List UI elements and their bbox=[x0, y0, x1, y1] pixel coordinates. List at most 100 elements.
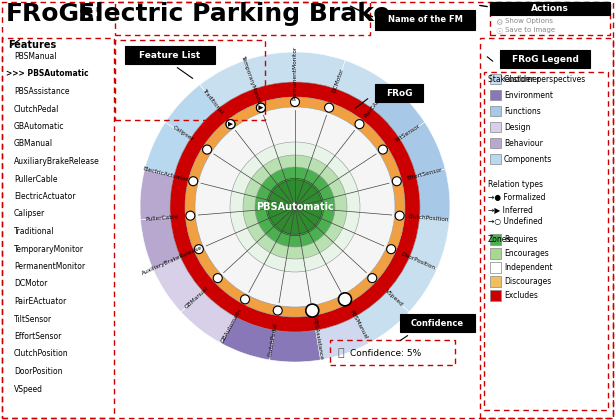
Circle shape bbox=[355, 120, 364, 129]
Wedge shape bbox=[243, 155, 347, 259]
Circle shape bbox=[256, 103, 266, 112]
Circle shape bbox=[267, 179, 323, 235]
Text: ElectricActuator: ElectricActuator bbox=[14, 192, 76, 201]
Text: GBManual: GBManual bbox=[184, 286, 209, 310]
Wedge shape bbox=[230, 142, 360, 272]
FancyBboxPatch shape bbox=[125, 46, 215, 64]
Circle shape bbox=[308, 306, 317, 315]
Circle shape bbox=[189, 177, 197, 186]
FancyBboxPatch shape bbox=[400, 314, 475, 332]
Text: AuxiliaryBrakeRelease: AuxiliaryBrakeRelease bbox=[14, 157, 100, 166]
Text: ClutchPosition: ClutchPosition bbox=[14, 349, 69, 359]
Wedge shape bbox=[295, 207, 409, 343]
Bar bbox=[2, 38, 114, 418]
Text: PBSAssistance: PBSAssistance bbox=[14, 87, 69, 96]
Text: EffortSensor: EffortSensor bbox=[407, 167, 443, 181]
Text: EffortSensor: EffortSensor bbox=[14, 332, 62, 341]
Wedge shape bbox=[295, 169, 450, 220]
Wedge shape bbox=[145, 122, 295, 207]
FancyBboxPatch shape bbox=[490, 154, 501, 164]
Text: Features: Features bbox=[8, 40, 56, 50]
Text: Discourages: Discourages bbox=[504, 277, 551, 286]
Circle shape bbox=[378, 145, 387, 154]
Bar bbox=[115, 40, 265, 120]
Text: TiltSensor: TiltSensor bbox=[14, 315, 52, 323]
Wedge shape bbox=[295, 207, 450, 269]
Text: PBSManual: PBSManual bbox=[14, 52, 57, 61]
Text: Confidence: Confidence bbox=[411, 318, 464, 328]
Wedge shape bbox=[221, 207, 295, 360]
Circle shape bbox=[338, 293, 352, 306]
Text: DoorPosition: DoorPosition bbox=[14, 367, 63, 376]
FancyBboxPatch shape bbox=[490, 122, 501, 132]
Text: AuxiliaryBrakeRelease: AuxiliaryBrakeRelease bbox=[141, 245, 204, 276]
Text: Encourages: Encourages bbox=[504, 249, 549, 258]
Text: PBSManual: PBSManual bbox=[349, 309, 369, 340]
Text: Feature List: Feature List bbox=[140, 50, 200, 60]
Text: Stakeholder perspectives: Stakeholder perspectives bbox=[488, 75, 585, 84]
Text: GBManual: GBManual bbox=[14, 139, 53, 149]
Text: Traditional: Traditional bbox=[201, 88, 224, 115]
Circle shape bbox=[387, 245, 395, 254]
Circle shape bbox=[194, 245, 204, 254]
Wedge shape bbox=[200, 60, 295, 207]
Circle shape bbox=[226, 120, 235, 129]
FancyBboxPatch shape bbox=[490, 138, 501, 148]
Text: FRoG Legend: FRoG Legend bbox=[512, 55, 579, 63]
Text: TemporaryMonitor: TemporaryMonitor bbox=[240, 54, 263, 106]
Text: ClutchPedal: ClutchPedal bbox=[268, 322, 278, 357]
Circle shape bbox=[213, 273, 222, 283]
Text: VSpeed: VSpeed bbox=[384, 288, 403, 307]
Bar bbox=[480, 38, 613, 418]
Wedge shape bbox=[255, 167, 335, 247]
Text: →● Formalized: →● Formalized bbox=[488, 193, 546, 202]
Wedge shape bbox=[295, 122, 445, 207]
FancyBboxPatch shape bbox=[490, 2, 610, 15]
Circle shape bbox=[273, 306, 282, 315]
Text: DoorPosition: DoorPosition bbox=[400, 251, 435, 270]
Bar bbox=[330, 340, 455, 365]
Text: Calipser: Calipser bbox=[14, 210, 46, 218]
FancyBboxPatch shape bbox=[375, 84, 423, 102]
Circle shape bbox=[290, 97, 300, 107]
Text: Actions: Actions bbox=[531, 4, 569, 13]
Text: DCMotor: DCMotor bbox=[332, 67, 345, 93]
Text: GBAutomatic: GBAutomatic bbox=[220, 307, 243, 343]
Circle shape bbox=[392, 177, 401, 186]
Bar bbox=[115, 2, 370, 35]
Text: Functions: Functions bbox=[504, 107, 541, 116]
Circle shape bbox=[368, 273, 377, 283]
Text: Behaviour: Behaviour bbox=[504, 139, 543, 147]
Circle shape bbox=[186, 211, 195, 220]
Text: >>> PBSAutomatic: >>> PBSAutomatic bbox=[6, 69, 89, 79]
Text: ☉: ☉ bbox=[495, 27, 502, 36]
Text: →▶ Inferred: →▶ Inferred bbox=[488, 205, 533, 214]
Text: PullerCable: PullerCable bbox=[145, 214, 178, 222]
Text: ClutchPosition: ClutchPosition bbox=[408, 214, 450, 222]
Wedge shape bbox=[269, 207, 320, 362]
Text: Name of the FM: Name of the FM bbox=[387, 16, 462, 24]
Text: Electric Parking Brake: Electric Parking Brake bbox=[78, 2, 391, 26]
Circle shape bbox=[306, 304, 319, 317]
FancyBboxPatch shape bbox=[490, 74, 501, 84]
Wedge shape bbox=[195, 107, 395, 307]
Polygon shape bbox=[228, 122, 233, 127]
Text: GBAutomatic: GBAutomatic bbox=[14, 122, 65, 131]
FancyBboxPatch shape bbox=[490, 262, 501, 273]
Circle shape bbox=[395, 211, 404, 220]
Text: FRoG: FRoG bbox=[386, 89, 412, 97]
Text: Calipser: Calipser bbox=[172, 125, 194, 142]
Text: Requires: Requires bbox=[504, 235, 538, 244]
Text: Relation types: Relation types bbox=[488, 180, 543, 189]
Text: PBSAutomatic: PBSAutomatic bbox=[256, 202, 334, 212]
FancyBboxPatch shape bbox=[490, 276, 501, 287]
Polygon shape bbox=[258, 105, 263, 110]
FancyBboxPatch shape bbox=[490, 90, 501, 100]
Text: PairEActuator: PairEActuator bbox=[363, 84, 392, 118]
Text: Traditional: Traditional bbox=[14, 227, 55, 236]
Wedge shape bbox=[295, 60, 390, 207]
Text: PermanentMonitor: PermanentMonitor bbox=[14, 262, 85, 271]
Text: Save to image: Save to image bbox=[505, 27, 555, 33]
Text: →○ Undefined: →○ Undefined bbox=[488, 217, 542, 226]
Circle shape bbox=[202, 145, 212, 154]
